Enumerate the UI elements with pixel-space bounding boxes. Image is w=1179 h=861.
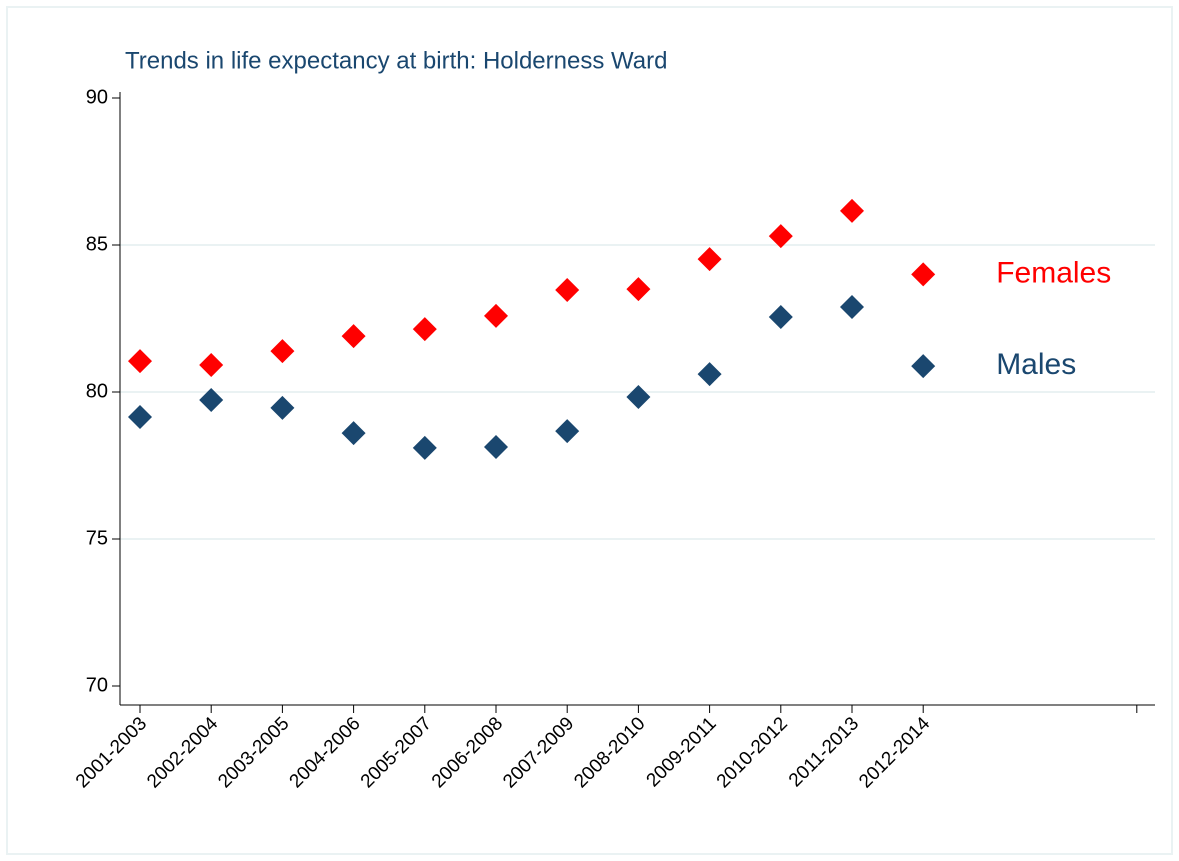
marker — [697, 362, 722, 387]
marker — [270, 395, 295, 420]
y-tick-label: 75 — [86, 527, 108, 549]
chart-title: Trends in life expectancy at birth: Hold… — [125, 47, 667, 74]
series-label: Females — [996, 256, 1111, 289]
marker — [270, 339, 295, 364]
marker — [555, 419, 580, 444]
marker — [199, 387, 224, 412]
marker — [911, 354, 936, 379]
marker — [412, 317, 437, 342]
y-tick-label: 90 — [86, 86, 108, 108]
marker — [128, 349, 152, 374]
marker — [840, 198, 864, 223]
marker — [484, 303, 508, 328]
marker — [341, 324, 366, 349]
marker — [697, 247, 722, 272]
marker — [128, 404, 152, 429]
frame — [6, 6, 1173, 855]
marker — [199, 352, 224, 377]
marker — [840, 295, 864, 320]
marker — [341, 421, 366, 446]
marker — [412, 435, 437, 460]
series-label: Males — [996, 348, 1076, 381]
marker — [911, 262, 936, 287]
marker — [626, 277, 651, 302]
marker — [768, 305, 793, 330]
marker — [768, 224, 793, 249]
y-tick-label: 70 — [86, 674, 108, 696]
marker — [555, 277, 580, 302]
y-tick-label: 85 — [86, 233, 108, 255]
marker — [626, 384, 651, 409]
y-tick-label: 80 — [86, 380, 108, 402]
marker — [484, 434, 508, 459]
